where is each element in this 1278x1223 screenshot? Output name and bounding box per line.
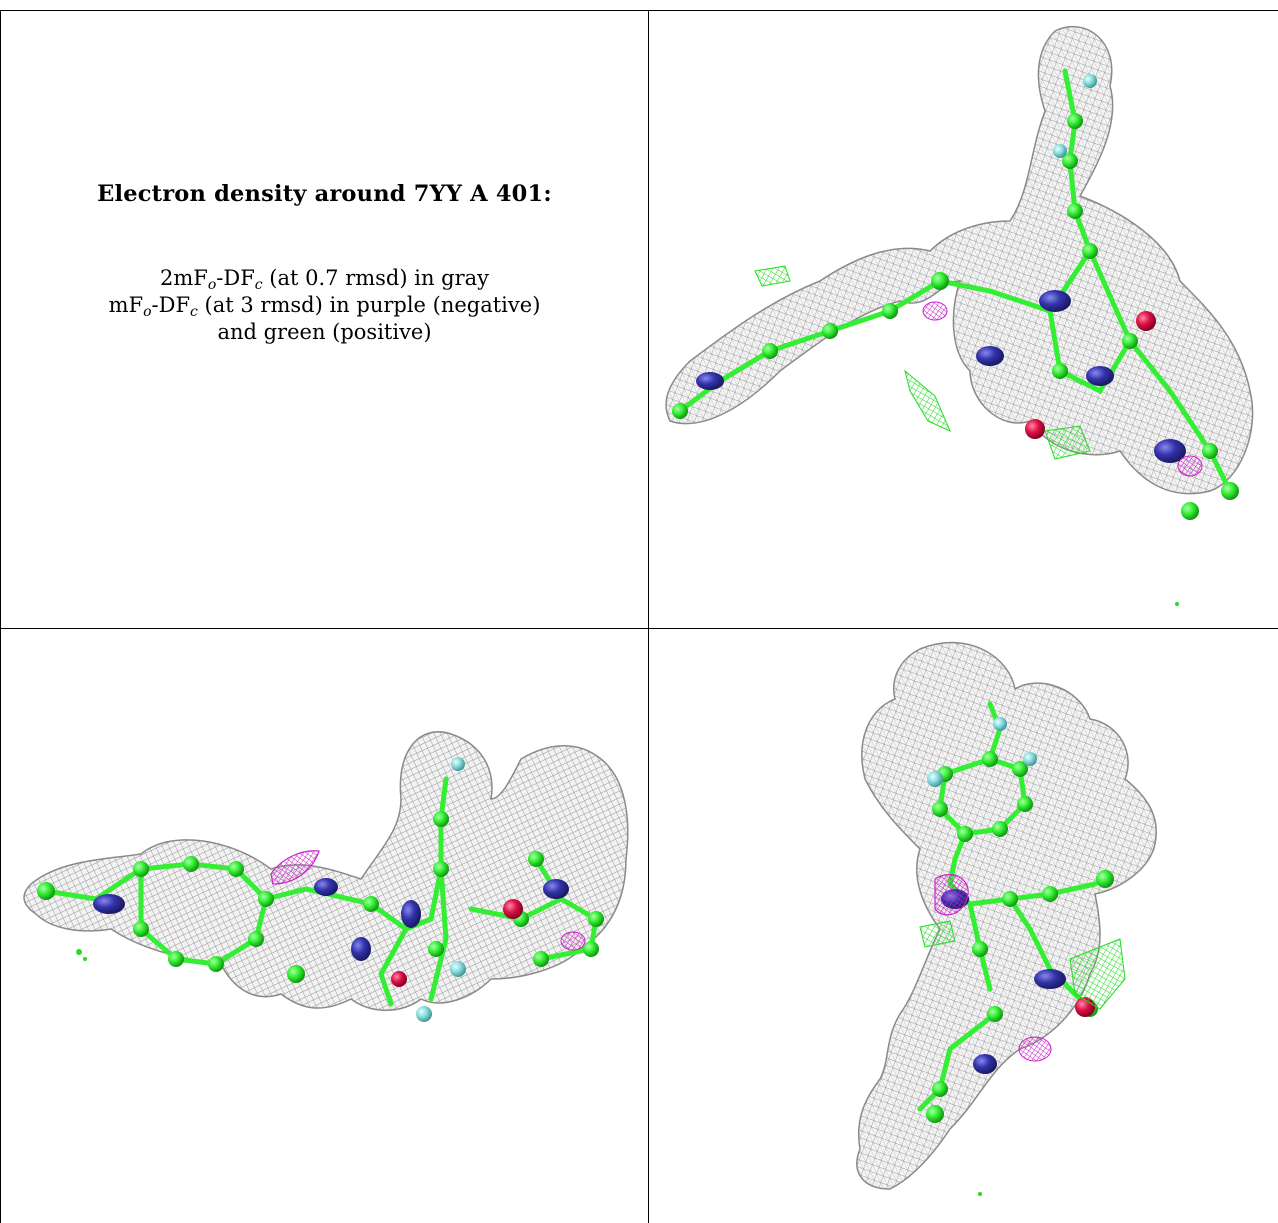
grid-mid-horizontal	[0, 628, 1278, 629]
map-legend: 2mFo-DFc (at 0.7 rmsd) in gray mFo-DFc (…	[1, 265, 648, 346]
green-positive-difference	[919, 920, 1126, 1196]
legend-line-positive: and green (positive)	[217, 320, 432, 344]
grid-mid-vertical	[648, 10, 649, 1223]
legend-subscript: c	[254, 277, 263, 293]
density-view-2	[1, 629, 648, 1223]
legend-text: (at 3 rmsd) in purple (negative)	[197, 293, 541, 317]
density-view-3-svg	[856, 641, 1157, 1196]
legend-term: -DF	[151, 293, 191, 317]
density-view-3	[650, 629, 1277, 1223]
gray-mesh-2fo-fc	[665, 25, 1254, 495]
nitrogen-atoms	[696, 290, 1186, 463]
legend-term: -DF	[216, 266, 255, 290]
legend-subscript: c	[190, 304, 198, 320]
green-positive-difference	[754, 265, 1179, 606]
purple-negative-difference	[934, 874, 1052, 1062]
purple-negative-difference	[922, 301, 1203, 477]
legend-term: 2mF	[159, 266, 208, 290]
density-view-1-svg	[665, 25, 1254, 606]
gray-mesh-2fo-fc	[23, 731, 629, 1011]
grid-left-border	[0, 10, 1, 1223]
legend-subscript: o	[143, 304, 152, 320]
oxygen-atoms	[391, 899, 523, 987]
green-positive-difference	[76, 949, 87, 961]
caption-panel: Electron density around 7YY A 401: 2mFo-…	[1, 11, 648, 627]
legend-text: (at 0.7 rmsd) in gray	[262, 266, 490, 290]
legend-line-fo-fc: mFo-DFc (at 3 rmsd) in purple (negative)	[1, 292, 648, 319]
legend-line-2fo-fc: 2mFo-DFc (at 0.7 rmsd) in gray	[1, 265, 648, 292]
legend-subscript: o	[207, 277, 217, 293]
nitrogen-atoms	[93, 878, 569, 961]
legend-term: mF	[108, 293, 144, 317]
density-view-1	[650, 11, 1277, 627]
purple-negative-difference	[270, 850, 586, 951]
fluorine-atoms	[927, 717, 1037, 787]
density-view-2-svg	[23, 731, 629, 1022]
grid-top-border	[0, 10, 1278, 11]
figure-title: Electron density around 7YY A 401:	[97, 181, 552, 207]
oxygen-atoms	[1025, 311, 1156, 439]
caption-block: Electron density around 7YY A 401: 2mFo-…	[1, 181, 648, 346]
fluorine-atoms	[416, 757, 466, 1022]
fluorine-atoms	[1053, 74, 1097, 158]
carbon-atoms	[37, 811, 604, 983]
carbon-atoms	[672, 113, 1239, 520]
